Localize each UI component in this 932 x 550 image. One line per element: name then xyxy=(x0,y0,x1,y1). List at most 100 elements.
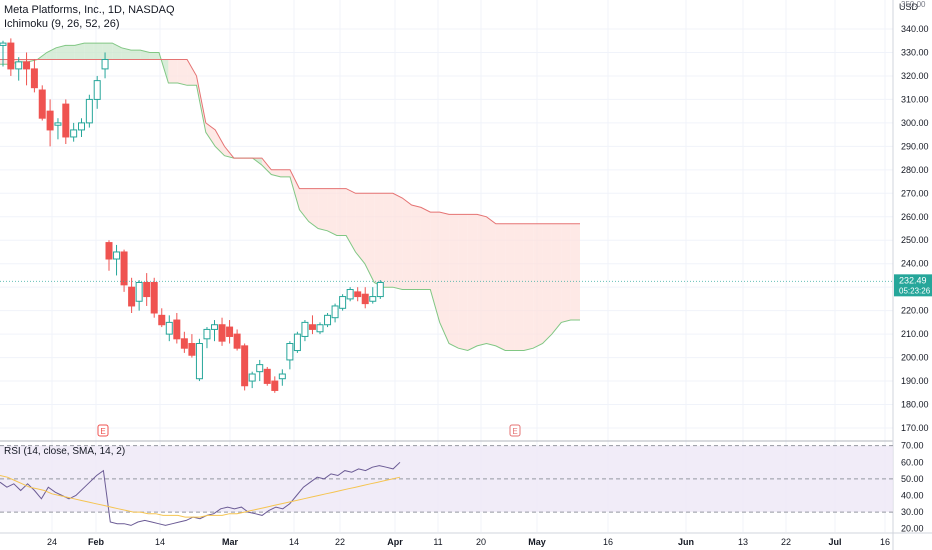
candle-body xyxy=(158,314,166,326)
cloud-segment xyxy=(430,212,440,323)
time-axis: 24 Feb 14 Mar 14 22 Apr 11 20 May 16 Jun 13 22 Jul 16 xyxy=(47,537,890,547)
rsi-tick: 40.00 xyxy=(901,490,924,500)
rsi-tick: 60.00 xyxy=(901,457,924,467)
candle xyxy=(241,343,249,391)
price-tick: 310.00 xyxy=(901,94,929,104)
time-tick: 14 xyxy=(289,537,299,547)
price-tick: 170.00 xyxy=(901,423,929,433)
price-tick: 270.00 xyxy=(901,188,929,198)
candle-body xyxy=(78,122,85,131)
cloud-segment xyxy=(411,205,421,290)
candle-body xyxy=(263,368,271,384)
cloud-segment xyxy=(402,197,412,290)
price-tick: 190.00 xyxy=(901,376,929,386)
cloud-segment xyxy=(570,223,580,321)
price-tick: 180.00 xyxy=(901,400,929,410)
candle xyxy=(46,99,54,147)
cloud-segment xyxy=(364,193,375,283)
cloud-segment xyxy=(327,188,337,236)
candle xyxy=(361,287,369,309)
candle xyxy=(346,287,354,302)
candle xyxy=(271,376,279,393)
cloud-segment xyxy=(149,52,160,60)
candle xyxy=(286,341,294,370)
cloud-segment xyxy=(495,223,506,351)
candle xyxy=(256,359,264,382)
rsi-pane xyxy=(0,445,893,526)
cloud-segment xyxy=(533,223,543,349)
cloud-segment xyxy=(346,188,356,252)
candle xyxy=(233,329,241,351)
time-tick: 14 xyxy=(155,537,165,547)
cloud-segment xyxy=(56,45,66,60)
candle-body xyxy=(105,242,113,260)
candle xyxy=(15,57,23,81)
candle-body xyxy=(150,281,158,314)
candle-body xyxy=(46,110,54,131)
cloud-segment xyxy=(561,223,571,323)
candle-body xyxy=(248,373,256,382)
candle-body xyxy=(293,333,301,352)
cloud-segment xyxy=(168,59,178,83)
candle-body xyxy=(331,305,339,319)
cloud-segment xyxy=(355,193,365,264)
cloud-segment xyxy=(65,45,75,60)
candle xyxy=(293,331,301,353)
ichimoku-legend: Ichimoku (9, 26, 52, 26) xyxy=(4,18,120,30)
cloud-segment xyxy=(458,214,468,351)
price-tick: 330.00 xyxy=(901,47,929,57)
candle-body xyxy=(301,321,309,337)
candle-body xyxy=(308,324,316,330)
last-price-bg xyxy=(894,274,932,297)
candle xyxy=(78,118,85,137)
price-tick-partial: 350.00 xyxy=(901,0,926,9)
candle xyxy=(369,287,377,304)
rsi-tick: 70.00 xyxy=(901,441,924,451)
candle xyxy=(135,280,143,311)
candle xyxy=(158,308,166,328)
rsi-tick: 20.00 xyxy=(901,524,924,534)
cloud-segment xyxy=(18,59,29,62)
time-tick: Mar xyxy=(222,537,239,547)
candle xyxy=(143,273,151,306)
time-tick: 24 xyxy=(47,537,57,547)
earnings-badge xyxy=(97,424,109,437)
candle-body xyxy=(316,324,324,333)
candle xyxy=(113,244,121,276)
cloud-segment xyxy=(374,193,384,288)
candle-body xyxy=(218,324,226,342)
candle-body xyxy=(211,324,219,330)
candle xyxy=(128,277,136,313)
price-tick: 320.00 xyxy=(901,71,929,81)
time-tick: Jun xyxy=(678,537,694,547)
candle xyxy=(226,320,234,344)
candle-body xyxy=(7,42,15,70)
candle xyxy=(105,240,113,271)
cloud-segment xyxy=(467,214,478,351)
time-tick: 20 xyxy=(476,537,486,547)
candle xyxy=(165,315,173,342)
candle xyxy=(248,371,256,389)
rsi-tick: 30.00 xyxy=(901,507,924,517)
candle xyxy=(173,312,181,344)
price-tick: 340.00 xyxy=(901,24,929,34)
candle-body xyxy=(286,343,294,361)
price-tick: 250.00 xyxy=(901,235,929,245)
candle-body xyxy=(339,296,347,309)
candle xyxy=(308,315,316,335)
cloud-segment xyxy=(84,43,94,60)
time-tick: Feb xyxy=(88,537,105,547)
time-tick: 16 xyxy=(603,537,613,547)
earnings-label: E xyxy=(512,427,517,436)
candle xyxy=(203,327,211,349)
price-tick: 300.00 xyxy=(901,118,929,128)
candle xyxy=(301,320,309,342)
candle-body xyxy=(376,281,384,298)
candle-body xyxy=(346,289,354,300)
earnings-badge xyxy=(509,424,521,437)
cloud-segment xyxy=(523,223,534,351)
rsi-legend: RSI (14, close, SMA, 14, 2) xyxy=(4,446,126,457)
candle xyxy=(7,38,15,76)
candle-body xyxy=(70,129,78,138)
